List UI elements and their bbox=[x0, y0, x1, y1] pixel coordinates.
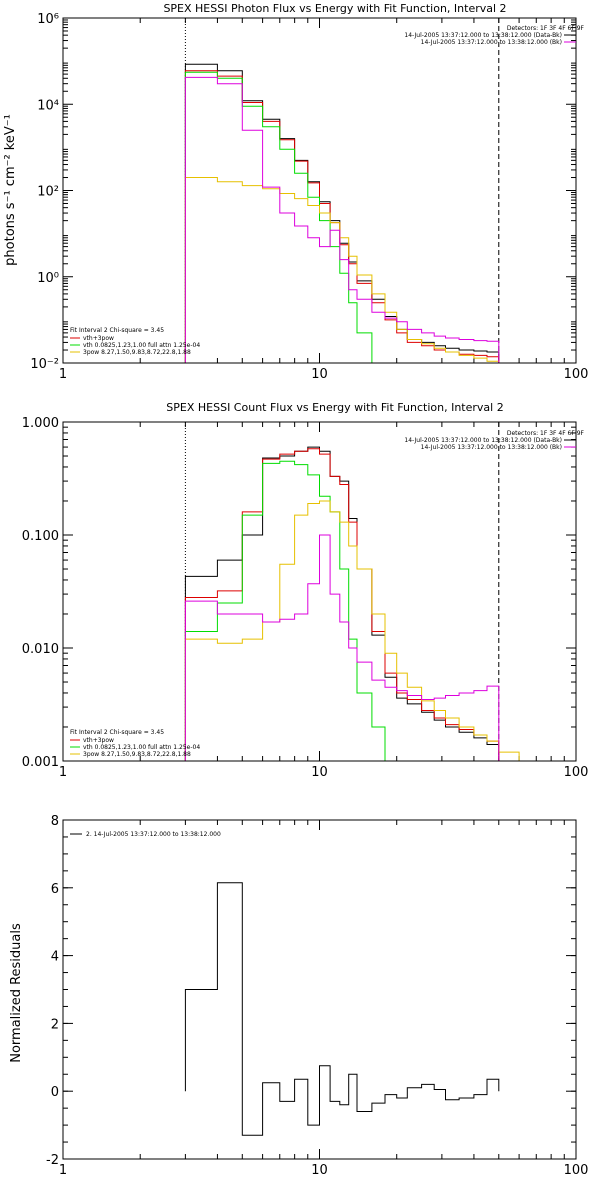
residuals-y-tick-label: 4 bbox=[51, 950, 59, 965]
photon-flux-plot-frame bbox=[62, 17, 577, 364]
residuals-legend: 2. 14-Jul-2005 13:37:12.000 to 13:38:12.… bbox=[70, 831, 221, 838]
info-detectors: Detectors: 1F 3F 4F 6F 9F bbox=[507, 25, 585, 32]
photon-flux-fit-legend: Fit Interval 2 Chi-square = 3.45 vth+3po… bbox=[70, 327, 200, 356]
count-flux-y-tick-label: 0.001 bbox=[22, 755, 59, 770]
info-data-bk-interval: 14-Jul-2005 13:37:12.000 to 13:38:12.000… bbox=[404, 437, 562, 444]
residuals-series bbox=[184, 882, 500, 1136]
count-flux-series-model bbox=[184, 448, 500, 761]
photon-flux-series-data bbox=[184, 63, 500, 363]
count-flux-fit-legend: Fit Interval 2 Chi-square = 3.45 vth+3po… bbox=[70, 729, 200, 758]
residuals-y-tick-label: 2 bbox=[51, 1017, 59, 1032]
residuals-legend-label: 2. 14-Jul-2005 13:37:12.000 to 13:38:12.… bbox=[86, 831, 221, 838]
photon-flux-panel: SPEX HESSI Photon Flux vs Energy with Fi… bbox=[3, 2, 588, 382]
photon-flux-series bbox=[184, 18, 500, 364]
count-flux-y-tick-label: 0.100 bbox=[22, 529, 59, 544]
residuals-x-tick-label: 1 bbox=[59, 1163, 67, 1178]
residuals-panel: Normalized Residuals 1 10 100 -2 0 2 4 6 8 2. 14… bbox=[9, 814, 588, 1178]
residuals-y-tick-label: 8 bbox=[51, 814, 59, 829]
info-detectors: Detectors: 1F 3F 4F 6F 9F bbox=[507, 430, 585, 437]
residuals-ticks: 1 10 100 -2 0 2 4 6 8 bbox=[46, 814, 588, 1178]
photon-flux-y-axis-label: photons s⁻¹ cm⁻² keV⁻¹ bbox=[3, 114, 18, 266]
fit-summary: Fit Interval 2 Chi-square = 3.45 bbox=[70, 327, 164, 334]
count-flux-title: SPEX HESSI Count Flux vs Energy with Fit… bbox=[166, 401, 503, 414]
photon-flux-series-vth bbox=[184, 71, 397, 364]
photon-flux-info-box: Detectors: 1F 3F 4F 6F 9F 14-Jul-2005 13… bbox=[404, 25, 584, 46]
info-bk-interval: 14-Jul-2005 13:37:12.000 to 13:38:12.000… bbox=[421, 39, 562, 46]
count-flux-info-box: Detectors: 1F 3F 4F 6F 9F 14-Jul-2005 13… bbox=[404, 430, 584, 451]
photon-flux-series-bk bbox=[184, 76, 500, 363]
count-flux-x-tick-label: 100 bbox=[564, 765, 589, 780]
residuals-series-residuals bbox=[184, 882, 500, 1136]
fit-model-label: vth+3pow bbox=[83, 737, 114, 744]
info-bk-interval: 14-Jul-2005 13:37:12.000 to 13:38:12.000… bbox=[421, 444, 562, 451]
fit-model-label: vth+3pow bbox=[83, 335, 114, 342]
photon-flux-y-tick-label: 10⁰ bbox=[37, 271, 59, 286]
residuals-plot-frame bbox=[62, 819, 577, 1160]
residuals-y-tick-label: 0 bbox=[51, 1085, 59, 1100]
photon-flux-y-tick-label: 10⁴ bbox=[37, 98, 59, 113]
fit-summary: Fit Interval 2 Chi-square = 3.45 bbox=[70, 729, 164, 736]
residuals-y-tick-label: 6 bbox=[51, 882, 59, 897]
photon-flux-x-tick-label: 1 bbox=[59, 367, 67, 382]
count-flux-y-tick-label: 1.000 bbox=[22, 416, 59, 431]
residuals-y-axis-label: Normalized Residuals bbox=[9, 923, 24, 1063]
photon-flux-series-3pow bbox=[184, 177, 500, 363]
photon-flux-y-tick-label: 10⁻² bbox=[30, 357, 59, 372]
count-flux-series-bk bbox=[184, 534, 500, 761]
fit-vth-label: vth 0.0825,1.23,1.00 full attn 1.25e-04 bbox=[83, 342, 200, 349]
count-flux-series-vth bbox=[184, 460, 422, 762]
residuals-x-tick-label: 10 bbox=[311, 1163, 328, 1178]
residuals-x-tick-label: 100 bbox=[564, 1163, 589, 1178]
photon-flux-x-tick-label: 100 bbox=[564, 367, 589, 382]
info-data-bk-interval: 14-Jul-2005 13:37:12.000 to 13:38:12.000… bbox=[404, 32, 562, 39]
photon-flux-series-model bbox=[184, 70, 500, 363]
count-flux-series-3pow bbox=[184, 500, 537, 762]
photon-flux-y-tick-label: 10⁶ bbox=[37, 12, 59, 27]
count-flux-series-data bbox=[184, 446, 500, 761]
count-flux-x-tick-label: 1 bbox=[59, 765, 67, 780]
fit-3pow-label: 3pow 8.27,1.50,9.83,8.72,22.8,1.88 bbox=[83, 349, 191, 356]
count-flux-x-tick-label: 10 bbox=[311, 765, 328, 780]
photon-flux-y-tick-label: 10² bbox=[37, 185, 59, 200]
fit-3pow-label: 3pow 8.27,1.50,9.83,8.72,22.8,1.88 bbox=[83, 751, 191, 758]
count-flux-series bbox=[184, 422, 537, 762]
count-flux-y-tick-label: 0.010 bbox=[22, 642, 59, 657]
photon-flux-x-tick-label: 10 bbox=[311, 367, 328, 382]
fit-vth-label: vth 0.0825,1.23,1.00 full attn 1.25e-04 bbox=[83, 744, 200, 751]
count-flux-ticks: 1 10 100 0.001 0.010 0.100 1.000 bbox=[22, 416, 589, 780]
residuals-y-tick-label: -2 bbox=[46, 1153, 59, 1168]
count-flux-plot-frame bbox=[62, 421, 577, 762]
count-flux-panel: SPEX HESSI Count Flux vs Energy with Fit… bbox=[22, 401, 589, 780]
photon-flux-title: SPEX HESSI Photon Flux vs Energy with Fi… bbox=[163, 2, 506, 15]
